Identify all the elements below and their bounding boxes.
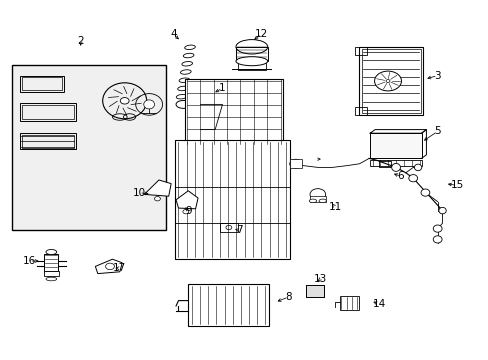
Bar: [361, 49, 420, 113]
Ellipse shape: [46, 277, 57, 281]
Ellipse shape: [46, 249, 57, 255]
Text: 12: 12: [254, 29, 268, 39]
Text: 14: 14: [371, 299, 385, 309]
Bar: [12, 65, 166, 230]
Ellipse shape: [105, 263, 114, 270]
Bar: [289, 159, 302, 168]
Ellipse shape: [408, 175, 417, 182]
Text: 11: 11: [327, 202, 341, 212]
Ellipse shape: [374, 71, 401, 91]
Ellipse shape: [154, 197, 160, 201]
Text: 16: 16: [22, 256, 36, 266]
Bar: [236, 47, 267, 61]
Bar: [43, 271, 59, 276]
Ellipse shape: [432, 236, 441, 243]
Text: 13: 13: [313, 274, 326, 284]
Bar: [21, 77, 61, 90]
Bar: [220, 223, 237, 232]
Ellipse shape: [391, 163, 400, 171]
Ellipse shape: [414, 164, 421, 171]
Text: 8: 8: [285, 292, 291, 302]
Ellipse shape: [420, 189, 429, 196]
Bar: [238, 63, 265, 70]
Ellipse shape: [432, 225, 441, 232]
Bar: [20, 103, 76, 121]
Ellipse shape: [438, 207, 446, 214]
Bar: [21, 135, 74, 148]
Bar: [369, 160, 421, 166]
Bar: [309, 196, 325, 202]
Text: 10: 10: [133, 188, 145, 198]
Ellipse shape: [183, 210, 188, 214]
Text: 7: 7: [236, 225, 243, 235]
Bar: [20, 76, 63, 92]
Text: 3: 3: [433, 71, 440, 81]
Text: 9: 9: [184, 206, 191, 216]
Bar: [339, 296, 359, 310]
Ellipse shape: [143, 100, 154, 109]
Text: 6: 6: [397, 171, 404, 181]
Text: 15: 15: [449, 180, 463, 190]
Polygon shape: [144, 180, 171, 196]
Ellipse shape: [308, 199, 316, 203]
Bar: [184, 79, 282, 144]
Polygon shape: [176, 191, 198, 209]
Bar: [305, 285, 324, 297]
Bar: [21, 105, 74, 119]
Bar: [175, 140, 289, 259]
Text: 2: 2: [77, 36, 84, 46]
Bar: [305, 285, 324, 297]
Ellipse shape: [236, 57, 267, 66]
Polygon shape: [95, 259, 122, 274]
Bar: [188, 284, 268, 326]
Text: 1: 1: [219, 83, 225, 93]
Bar: [354, 47, 366, 55]
Ellipse shape: [318, 199, 326, 203]
Bar: [369, 133, 421, 158]
Ellipse shape: [386, 80, 389, 82]
Bar: [44, 254, 58, 272]
Text: 5: 5: [433, 126, 440, 136]
Text: 17: 17: [113, 263, 126, 273]
Bar: [20, 133, 76, 149]
Ellipse shape: [120, 98, 129, 104]
Bar: [359, 47, 422, 115]
Bar: [378, 161, 390, 167]
Text: 4: 4: [170, 29, 177, 39]
Bar: [354, 107, 366, 115]
